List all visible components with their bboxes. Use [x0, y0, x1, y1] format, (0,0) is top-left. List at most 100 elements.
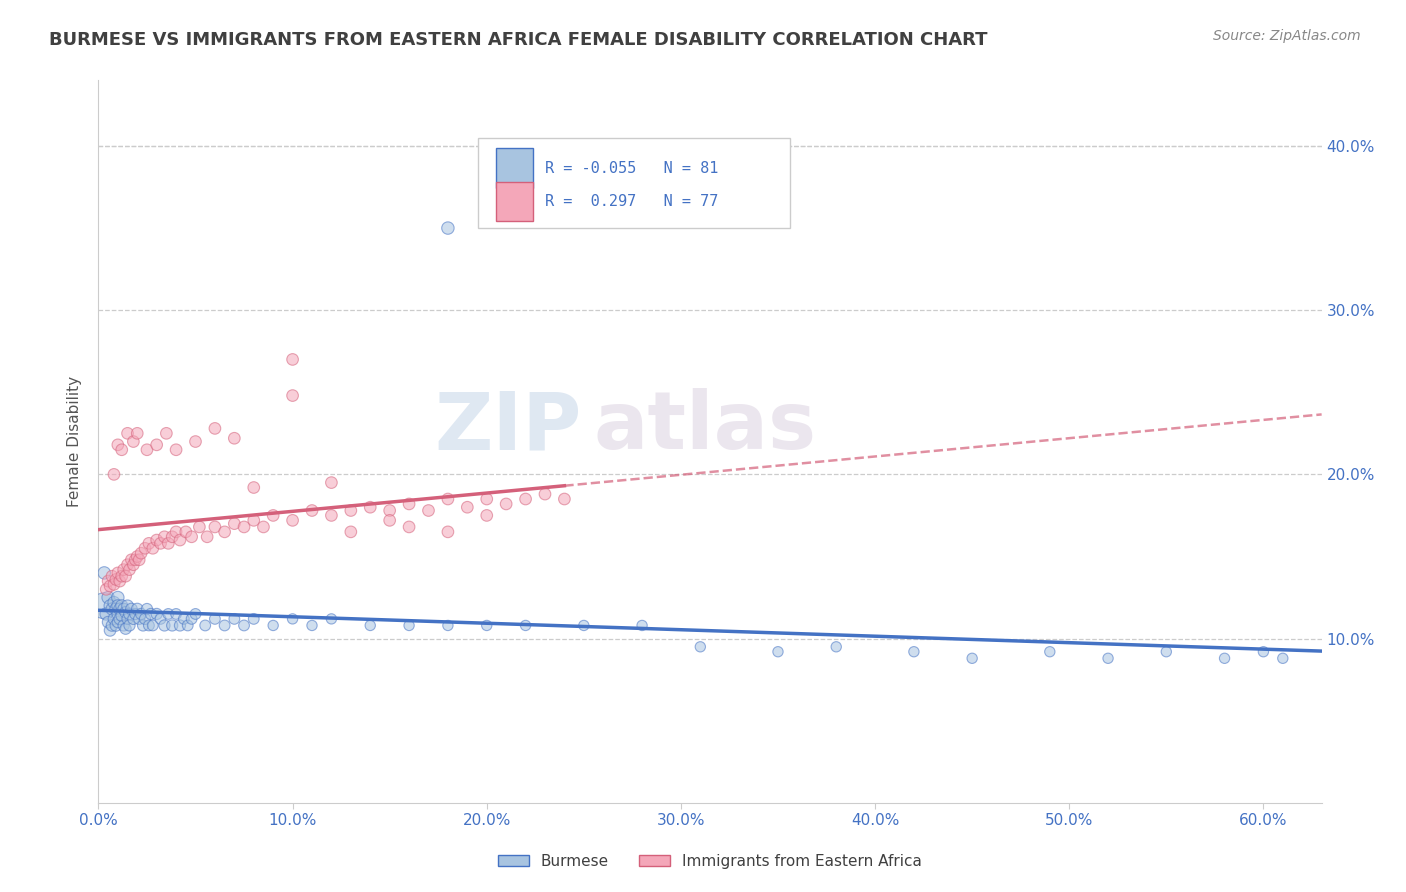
Point [160, 618, 183, 632]
Point [515, 618, 537, 632]
Point [112, 563, 135, 577]
Point [111, 608, 134, 623]
Point [1213, 651, 1236, 665]
Point [107, 599, 129, 613]
Point [252, 520, 274, 534]
Point [398, 497, 420, 511]
Text: Source: ZipAtlas.com: Source: ZipAtlas.com [1213, 29, 1361, 43]
Point [114, 569, 136, 583]
Point [475, 618, 498, 632]
Point [155, 426, 177, 441]
Point [128, 553, 150, 567]
Point [242, 481, 264, 495]
Point [475, 491, 498, 506]
Point [111, 569, 134, 583]
Bar [496, 182, 533, 221]
Point [104, 618, 127, 632]
Point [689, 640, 711, 654]
Point [117, 426, 139, 441]
Point [129, 546, 152, 560]
Point [180, 530, 202, 544]
Point [169, 618, 191, 632]
Point [281, 388, 304, 402]
Point [378, 513, 401, 527]
Point [127, 549, 149, 564]
Point [134, 612, 156, 626]
Point [103, 467, 125, 482]
Point [398, 520, 420, 534]
Point [108, 602, 131, 616]
Point [114, 622, 136, 636]
Point [112, 602, 135, 616]
Point [124, 553, 146, 567]
Point [128, 612, 150, 626]
Point [98, 579, 121, 593]
Text: ZIP: ZIP [434, 388, 582, 467]
Point [631, 618, 654, 632]
Point [118, 607, 141, 621]
Point [437, 618, 460, 632]
Point [136, 442, 159, 457]
Point [437, 491, 460, 506]
Point [103, 577, 125, 591]
Point [281, 352, 304, 367]
Point [281, 513, 304, 527]
Text: BURMESE VS IMMIGRANTS FROM EASTERN AFRICA FEMALE DISABILITY CORRELATION CHART: BURMESE VS IMMIGRANTS FROM EASTERN AFRIC… [49, 31, 987, 49]
Bar [496, 148, 533, 188]
FancyBboxPatch shape [478, 138, 790, 228]
Point [301, 618, 323, 632]
Point [165, 524, 187, 539]
Point [117, 612, 139, 626]
Point [242, 612, 264, 626]
Point [98, 599, 121, 613]
Point [1156, 645, 1178, 659]
Point [572, 618, 595, 632]
Text: R = -0.055   N = 81: R = -0.055 N = 81 [546, 161, 718, 176]
Point [134, 541, 156, 556]
Point [104, 602, 127, 616]
Point [138, 536, 160, 550]
Point [437, 221, 460, 235]
Point [120, 602, 142, 616]
Point [127, 602, 149, 616]
Point [340, 503, 363, 517]
Point [98, 624, 121, 638]
Point [174, 524, 197, 539]
Legend: Burmese, Immigrants from Eastern Africa: Burmese, Immigrants from Eastern Africa [492, 847, 928, 875]
Point [262, 618, 284, 632]
Point [188, 520, 211, 534]
Point [101, 569, 124, 583]
Point [101, 602, 124, 616]
Point [122, 558, 145, 572]
Point [184, 607, 207, 621]
Point [96, 582, 118, 597]
Point [103, 612, 125, 626]
Point [97, 574, 120, 588]
Point [204, 421, 226, 435]
Point [475, 508, 498, 523]
Point [129, 607, 152, 621]
Point [111, 599, 134, 613]
Point [122, 612, 145, 626]
Point [378, 503, 401, 517]
Point [145, 438, 167, 452]
Point [118, 618, 141, 632]
Point [160, 530, 183, 544]
Point [122, 434, 145, 449]
Point [1039, 645, 1062, 659]
Point [97, 591, 120, 605]
Point [321, 508, 343, 523]
Point [301, 503, 323, 517]
Point [149, 612, 172, 626]
Point [214, 524, 236, 539]
Point [103, 595, 125, 609]
Point [224, 612, 246, 626]
Point [114, 605, 136, 619]
Point [107, 566, 129, 580]
Point [173, 612, 195, 626]
Point [136, 602, 159, 616]
Point [214, 618, 236, 632]
Point [515, 491, 537, 506]
Point [145, 533, 167, 547]
Point [359, 618, 381, 632]
